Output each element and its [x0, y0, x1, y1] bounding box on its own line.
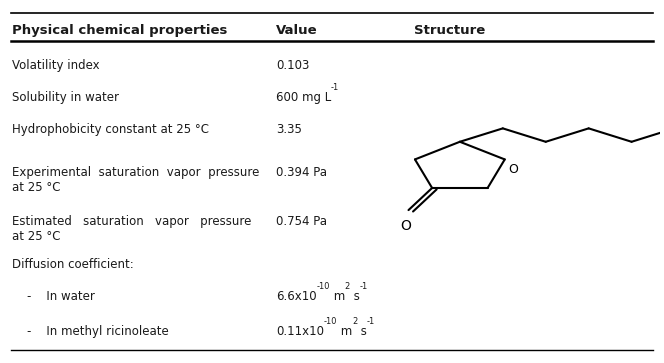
- Text: 600 mg L: 600 mg L: [276, 91, 331, 104]
- Text: -1: -1: [367, 317, 375, 326]
- Text: s: s: [357, 325, 367, 338]
- Text: Value: Value: [276, 24, 318, 37]
- Text: 0.103: 0.103: [276, 59, 309, 72]
- Text: 3.35: 3.35: [276, 123, 302, 136]
- Text: 6.6x10: 6.6x10: [276, 290, 317, 303]
- Text: O: O: [400, 219, 410, 233]
- Text: m: m: [337, 325, 352, 338]
- Text: -1: -1: [331, 83, 339, 92]
- Text: 2: 2: [352, 317, 357, 326]
- Text: m: m: [329, 290, 345, 303]
- Text: -10: -10: [316, 282, 330, 291]
- Text: 0.754 Pa: 0.754 Pa: [276, 215, 327, 228]
- Text: Physical chemical properties: Physical chemical properties: [12, 24, 227, 37]
- Text: 0.11x10: 0.11x10: [276, 325, 324, 338]
- Text: Solubility in water: Solubility in water: [12, 91, 119, 104]
- Text: -    In water: - In water: [12, 290, 95, 303]
- Text: 0.394 Pa: 0.394 Pa: [276, 166, 327, 179]
- Text: Diffusion coefficient:: Diffusion coefficient:: [12, 258, 133, 271]
- Text: Experimental  saturation  vapor  pressure
at 25 °C: Experimental saturation vapor pressure a…: [12, 166, 260, 193]
- Text: -1: -1: [360, 282, 368, 291]
- Text: -    In methyl ricinoleate: - In methyl ricinoleate: [12, 325, 169, 338]
- Text: Estimated   saturation   vapor   pressure
at 25 °C: Estimated saturation vapor pressure at 2…: [12, 215, 252, 243]
- Text: O: O: [508, 163, 518, 176]
- Text: Volatility index: Volatility index: [12, 59, 100, 72]
- Text: Structure: Structure: [414, 24, 485, 37]
- Text: -10: -10: [323, 317, 337, 326]
- Text: s: s: [350, 290, 360, 303]
- Text: 2: 2: [345, 282, 350, 291]
- Text: Hydrophobicity constant at 25 °C: Hydrophobicity constant at 25 °C: [12, 123, 209, 136]
